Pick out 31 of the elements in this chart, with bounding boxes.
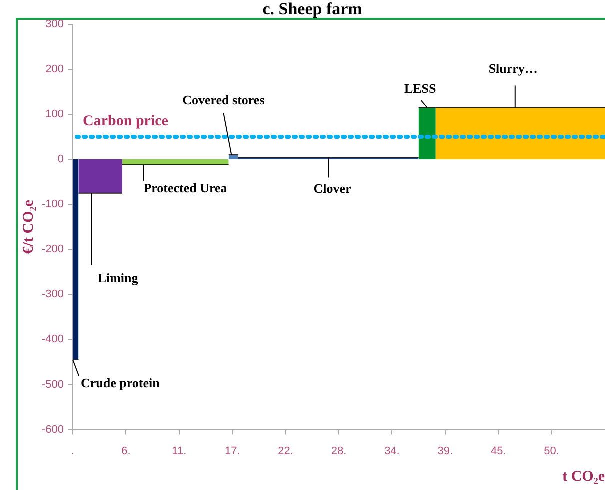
x-tick-label: 45. <box>490 445 506 458</box>
x-axis-title: t CO₂e <box>562 468 605 485</box>
y-tick-label: 300 <box>46 18 64 30</box>
x-tick-label: . <box>71 445 75 458</box>
y-tick-label: 100 <box>46 108 64 121</box>
y-tick-label: -200 <box>42 244 64 256</box>
chart-title: c. Sheep farm <box>262 0 362 19</box>
x-tick-label: 34. <box>384 445 400 458</box>
x-tick-label: 50. <box>544 445 560 458</box>
text: Covered stores <box>182 92 265 108</box>
x-tick-label: 6. <box>122 445 131 458</box>
series-label: LESS <box>404 81 436 96</box>
x-tick-label: 28. <box>331 445 347 458</box>
y-tick-label: -600 <box>42 424 64 436</box>
y-tick-label: -500 <box>42 378 64 391</box>
series-label: Protected Urea <box>144 180 228 196</box>
series-label: Clover <box>314 181 352 196</box>
x-tick-label: 39. <box>438 445 454 458</box>
x-tick-label: 22. <box>278 445 294 458</box>
x-tick-label: 17. <box>224 445 240 458</box>
series-label: Crude protein <box>81 375 161 390</box>
y-tick-label: -400 <box>42 334 64 346</box>
text: Liming <box>98 270 139 286</box>
y-tick-label: 0 <box>58 154 64 166</box>
text: Slurry… <box>488 61 538 76</box>
y-axis-title: €/t CO₂e <box>20 200 37 254</box>
ref-line-label: Carbon price <box>83 113 169 130</box>
y-tick-label: 200 <box>46 63 64 76</box>
y-tick-label: -100 <box>42 198 64 211</box>
x-tick-label: 11. <box>172 445 187 458</box>
y-tick-label: -300 <box>42 288 64 301</box>
